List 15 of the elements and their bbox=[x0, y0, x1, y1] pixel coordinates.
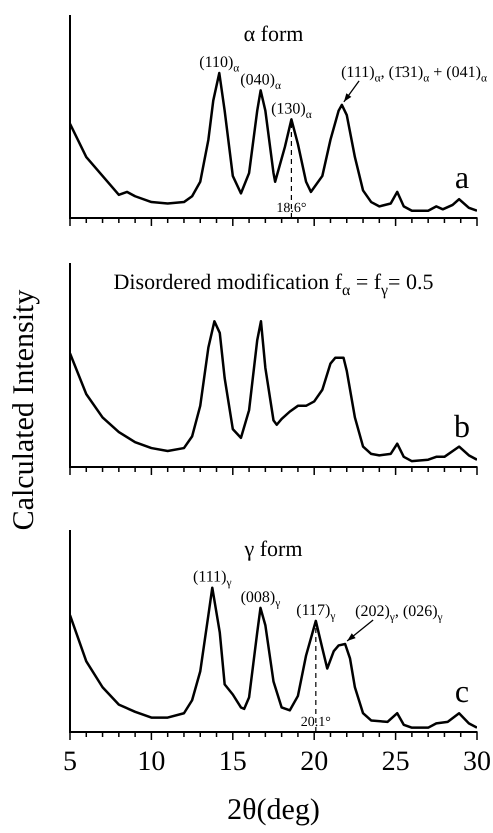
x-tick-label: 15 bbox=[218, 746, 247, 778]
y-axis-title: Calculated Intensity bbox=[7, 290, 41, 530]
ref-line-label: 18.6° bbox=[276, 201, 306, 216]
x-tick-label: 10 bbox=[137, 746, 166, 778]
ref-line-label: 20.1° bbox=[300, 715, 331, 730]
chart-title: γ form bbox=[244, 536, 303, 561]
annotation: b bbox=[454, 408, 470, 444]
x-tick-label: 20 bbox=[300, 746, 328, 778]
x-tick-label: 25 bbox=[382, 746, 410, 778]
annotation: a bbox=[454, 159, 470, 195]
x-axis-title: 2θ(deg) bbox=[227, 792, 320, 826]
chart-title: α form bbox=[244, 21, 304, 46]
x-tick-label: 30 bbox=[463, 746, 491, 778]
x-tick-label: 5 bbox=[63, 746, 77, 778]
annotation: c bbox=[454, 673, 470, 709]
